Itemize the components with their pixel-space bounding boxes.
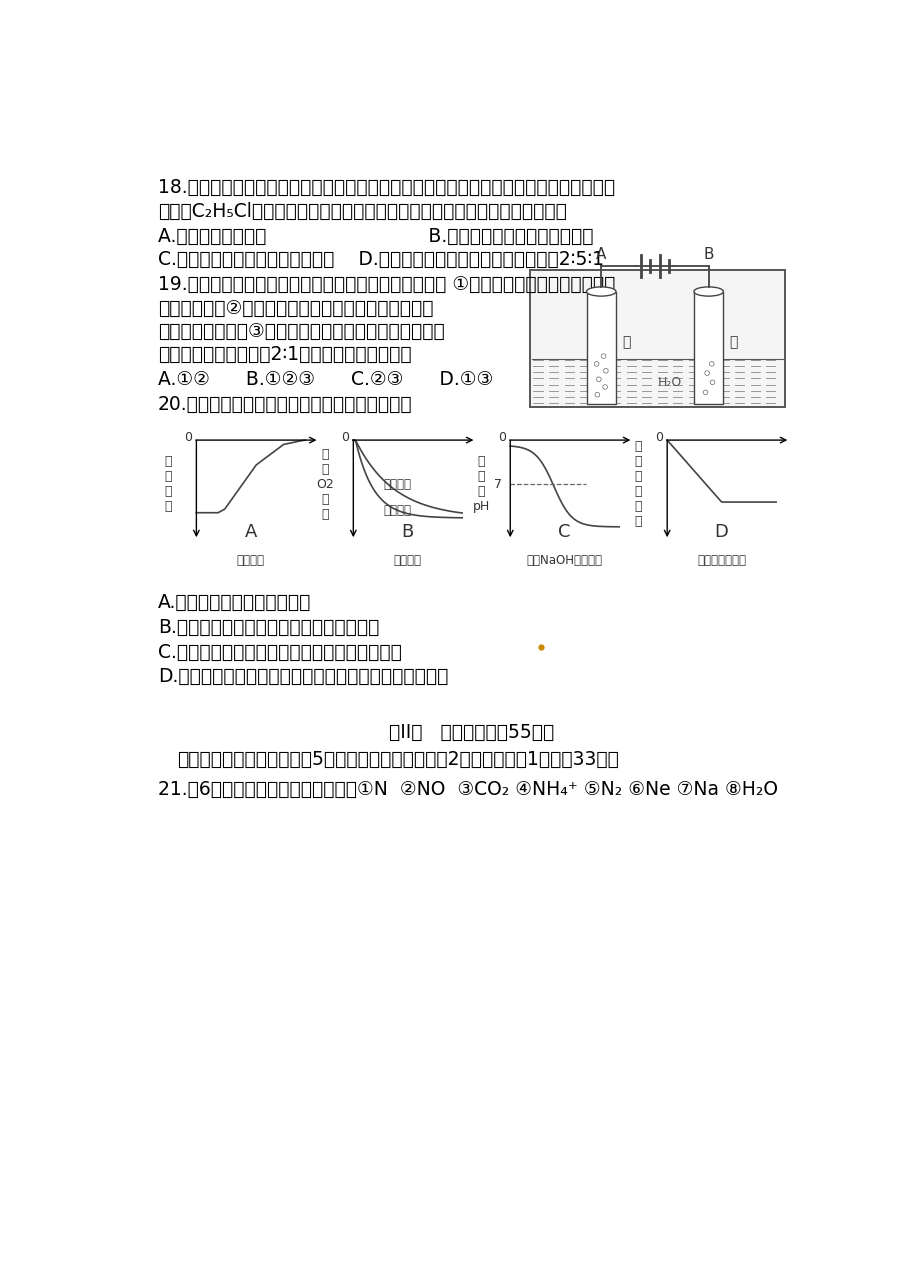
Text: 二、填空与简答（本大题共5个小题，化学方程式每空2分，其余每空1分，共33分）: 二、填空与简答（本大题共5个小题，化学方程式每空2分，其余每空1分，共33分） (176, 749, 618, 768)
Text: H₂O: H₂O (657, 377, 682, 390)
Text: 生
成
O2
质
量: 生 成 O2 质 量 (315, 448, 334, 521)
Text: 0: 0 (654, 431, 662, 445)
Text: 有催化剂: 有催化剂 (383, 505, 412, 517)
Text: C.氯乙烷中氯元素的质量分数最大    D.氯乙烷中碳、氢、氯元素的质量比为2∶5∶1: C.氯乙烷中氯元素的质量分数最大 D.氯乙烷中碳、氢、氯元素的质量比为2∶5∶1 (157, 250, 603, 269)
Text: 加入硝酸钾质量: 加入硝酸钾质量 (697, 554, 745, 567)
Text: 加入NaOH溶液质量: 加入NaOH溶液质量 (526, 554, 602, 567)
Text: 无催化剂: 无催化剂 (383, 478, 412, 490)
Text: A.氯乙烷属于氧化物                           B.氯乙烷由碳、氢、氯原子构成: A.氯乙烷属于氧化物 B.氯乙烷由碳、氢、氯原子构成 (157, 227, 593, 246)
Text: 反应时间: 反应时间 (236, 554, 265, 567)
Text: 0: 0 (341, 431, 348, 445)
Text: D: D (714, 522, 728, 541)
Bar (586, 292, 616, 404)
Text: A.高温煅烧一定质量的石灰石: A.高温煅烧一定质量的石灰石 (157, 594, 311, 613)
Text: 20.下列四个图象能正确反映其对应实验操作的是: 20.下列四个图象能正确反映其对应实验操作的是 (157, 395, 412, 414)
Bar (529, 270, 785, 406)
Text: 反应时间: 反应时间 (393, 554, 421, 567)
Text: 学式为C₂H₅Cl），进行局部冷冻麻醉处理，下列关于氯乙烷的说法中正确的是: 学式为C₂H₅Cl），进行局部冷冻麻醉处理，下列关于氯乙烷的说法中正确的是 (157, 203, 566, 222)
Text: 甲: 甲 (621, 335, 630, 349)
Ellipse shape (693, 287, 722, 296)
Text: 发出淡蓝色火焰；③甲试管内收集到的气体与乙试管内收: 发出淡蓝色火焰；③甲试管内收集到的气体与乙试管内收 (157, 322, 444, 341)
Text: C.向一定体积的稀盐酸中逐滴加入氢氧化钠溶液: C.向一定体积的稀盐酸中逐滴加入氢氧化钠溶液 (157, 642, 401, 661)
Text: 乙: 乙 (729, 335, 737, 349)
Text: B: B (402, 522, 414, 541)
Text: 0: 0 (184, 431, 192, 445)
Text: 21.（6分）以下符号所表示的微粒：①N  ②NO  ③CO₂ ④NH₄⁺ ⑤N₂ ⑥Ne ⑦Na ⑧H₂O: 21.（6分）以下符号所表示的微粒：①N ②NO ③CO₂ ④NH₄⁺ ⑤N₂ … (157, 781, 777, 799)
Text: 第II卷   非选择题（共55分）: 第II卷 非选择题（共55分） (389, 722, 553, 741)
Text: B.用等质量、等浓度的双氧水分别制取氧气: B.用等质量、等浓度的双氧水分别制取氧气 (157, 618, 379, 637)
Text: C: C (558, 522, 571, 541)
Text: A.①②      B.①②③      C.②③      D.①③: A.①② B.①②③ C.②③ D.①③ (157, 369, 493, 389)
Text: 0: 0 (497, 431, 505, 445)
Text: D.某温度下，向一定量饱和硝酸钾溶液中加入硝酸钾晶体: D.某温度下，向一定量饱和硝酸钾溶液中加入硝酸钾晶体 (157, 668, 448, 687)
Text: 7: 7 (493, 478, 501, 490)
Text: 星木条复燃；②乙试管内产生的气体能燃烧，且燃烧时: 星木条复燃；②乙试管内产生的气体能燃烧，且燃烧时 (157, 299, 433, 318)
Bar (693, 292, 722, 404)
Text: 固
体
质
量: 固 体 质 量 (164, 455, 171, 513)
Text: 溶
液
的
pH: 溶 液 的 pH (472, 455, 490, 513)
Ellipse shape (586, 287, 616, 296)
Text: A: A (244, 522, 256, 541)
Text: 18.运动会中，当运动员肌肉受伤时，队医会随即对运动员的受伤部位喷射药剂氯乙烷（化: 18.运动会中，当运动员肌肉受伤时，队医会随即对运动员的受伤部位喷射药剂氯乙烷（… (157, 177, 614, 196)
Text: 集到的气体的体积比为2∶1。以上描述中正确的是: 集到的气体的体积比为2∶1。以上描述中正确的是 (157, 345, 411, 364)
Text: 溶
质
质
量
分
数: 溶 质 质 量 分 数 (634, 441, 641, 529)
Text: 19.用如图所示的装置进行水的电解实验，有以下的描述 ①甲试管内产生的气体能使带火: 19.用如图所示的装置进行水的电解实验，有以下的描述 ①甲试管内产生的气体能使带… (157, 274, 614, 293)
Text: A: A (596, 247, 606, 262)
Text: B: B (703, 247, 713, 262)
